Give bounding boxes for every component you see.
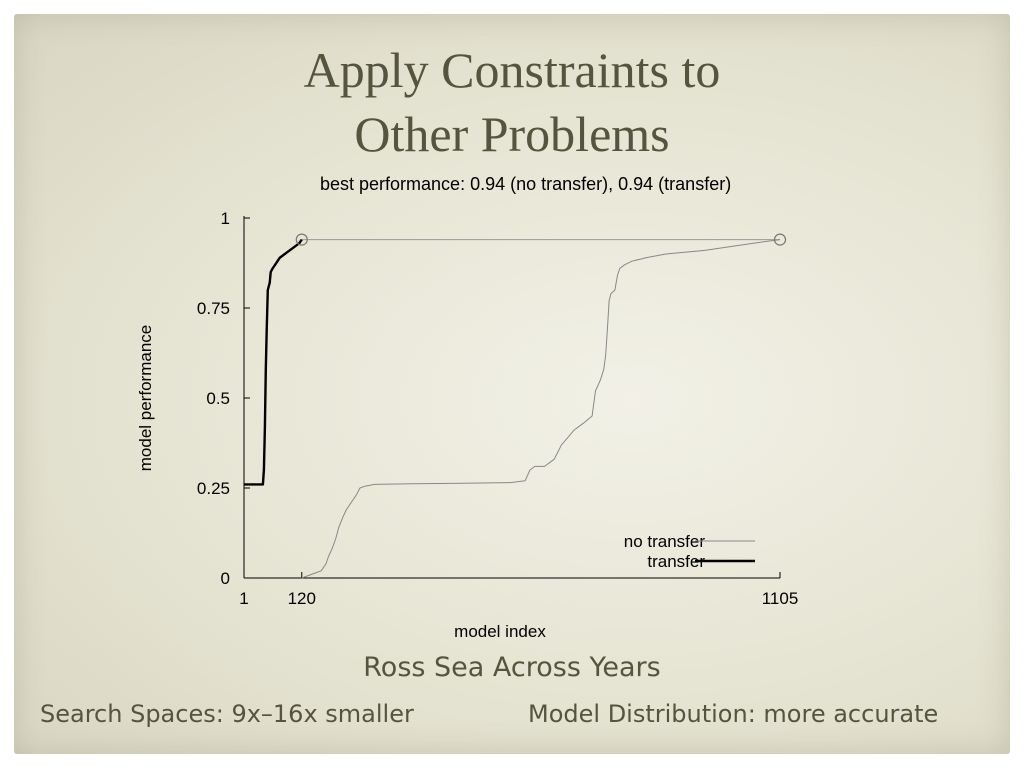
x-tick-label: 1105 [762,589,799,608]
y-tick-label: 1 [221,209,230,228]
series-line-transfer [244,238,303,486]
slide-title: Apply Constraints to Other Problems [0,38,1024,166]
series-line-no-transfer [301,239,781,579]
x-axis-label: model index [454,622,546,641]
slide-background [14,14,1010,754]
legend-label: no transfer [624,532,706,551]
x-tick-label: 120 [288,589,316,608]
y-tick-label: 0.25 [197,479,230,498]
legend-label: transfer [647,552,705,571]
y-axis-label: model performance [136,325,155,471]
note-search-spaces: Search Spaces: 9x–16x smaller [40,700,414,728]
slide-title-line-2: Other Problems [354,106,670,162]
best-marker [773,233,787,246]
note-model-distribution: Model Distribution: more accurate [528,700,939,728]
x-tick-label: 1 [239,589,248,608]
y-tick-label: 0 [221,569,230,588]
chart-svg: 0 0.25 0.5 0.75 1 1 120 1105 model index model pe… [136,209,799,641]
slide-title-line-1: Apply Constraints to [303,42,721,98]
best-marker [295,233,308,246]
slide-subtitle: Ross Sea Across Years [363,652,661,683]
y-tick-label: 0.5 [206,389,230,408]
chart-title: best performance: 0.94 (no transfer), 0.… [320,174,732,194]
performance-chart: 0 0.25 0.5 0.75 1 1 120 1105 model index model pe… [130,195,820,650]
y-tick-label: 0.75 [197,299,230,318]
